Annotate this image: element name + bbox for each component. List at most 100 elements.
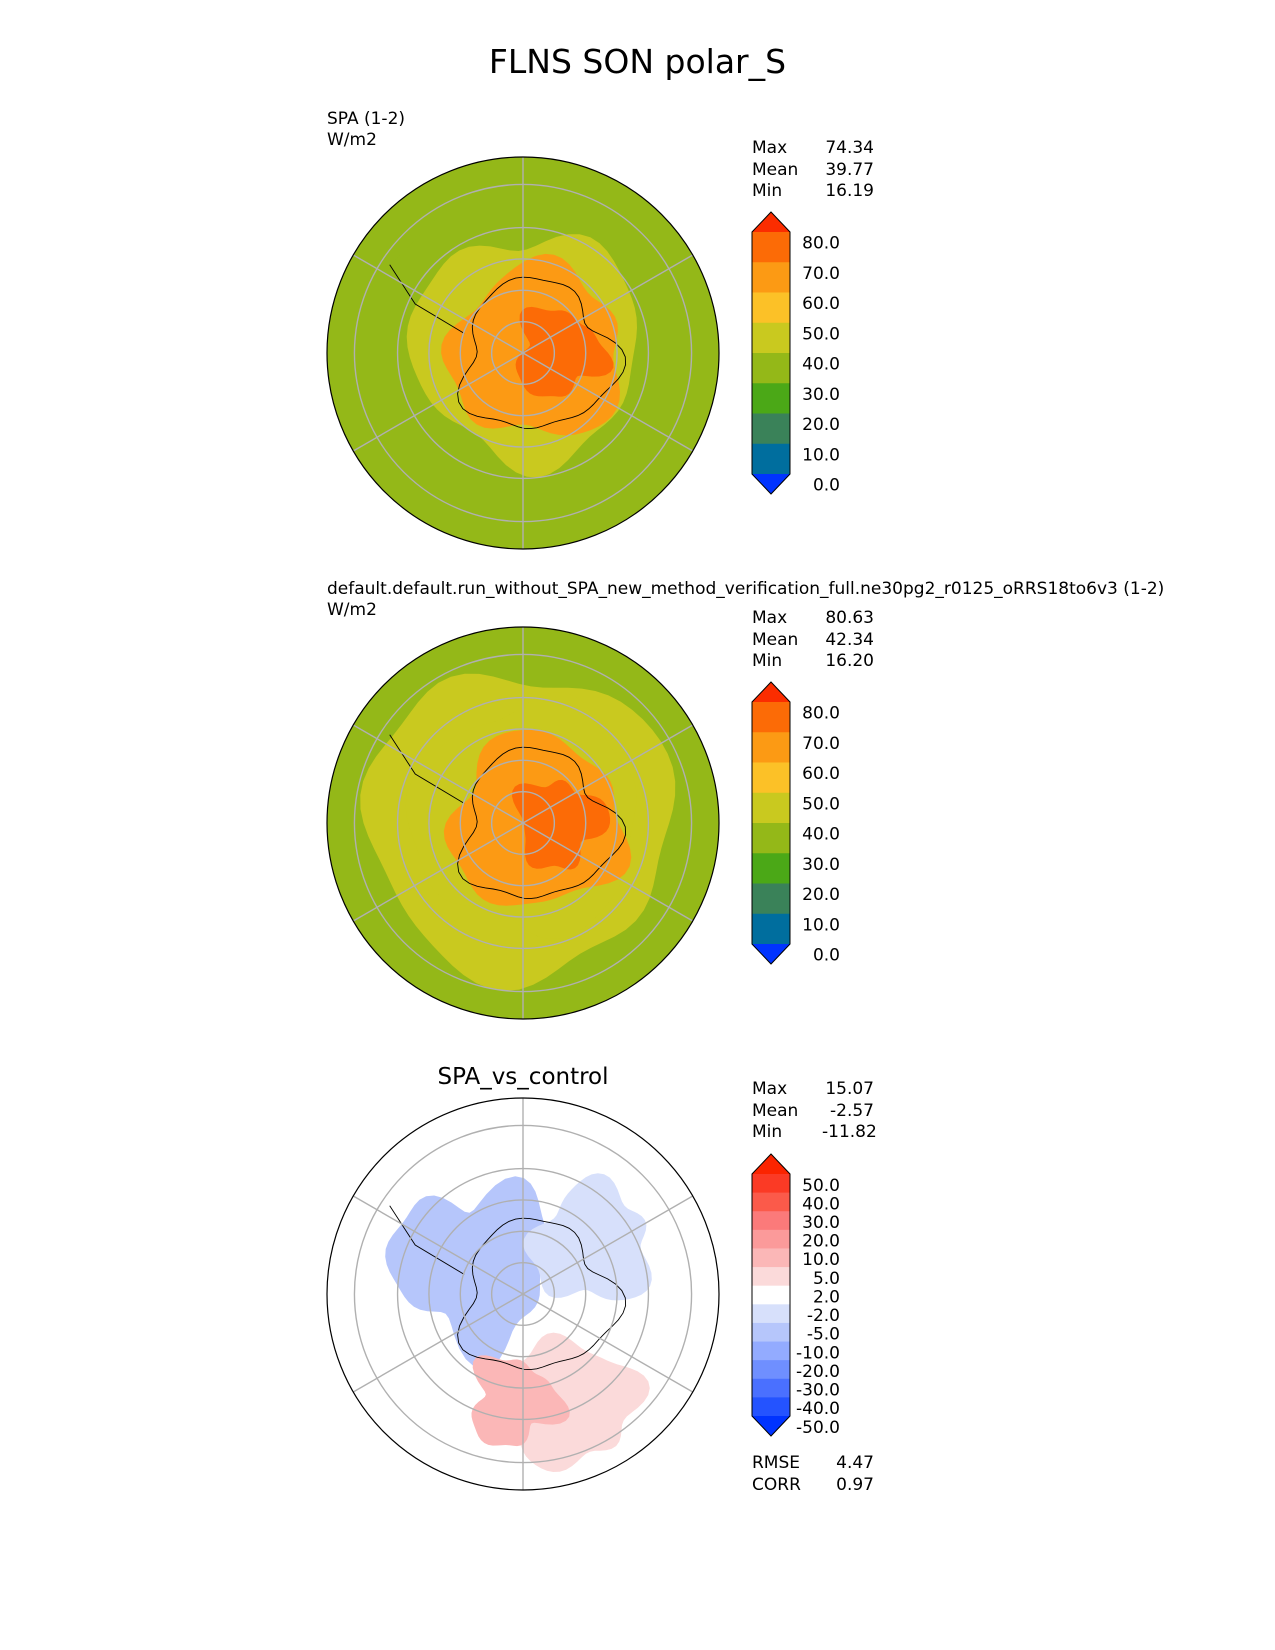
stat-value: -2.57 bbox=[830, 1100, 874, 1121]
colorbar-segment bbox=[752, 232, 790, 263]
colorbar-segment bbox=[752, 1341, 790, 1361]
colorbar-segment bbox=[752, 792, 790, 824]
meridian-line bbox=[352, 1195, 524, 1295]
meridian-line bbox=[352, 724, 524, 824]
colorbar-segment bbox=[752, 383, 790, 414]
colorbar-tick-label: 60.0 bbox=[802, 294, 840, 314]
colorbar-segment bbox=[752, 413, 790, 445]
colorbar-tick-label: 0.0 bbox=[813, 946, 840, 966]
map-boundary bbox=[326, 156, 720, 550]
meridian-line bbox=[522, 254, 694, 354]
map-boundary bbox=[326, 626, 720, 1020]
colorbar-segment bbox=[752, 1229, 790, 1249]
peninsula-coastline bbox=[389, 264, 465, 334]
colorbar-tick-label: 20.0 bbox=[802, 885, 840, 905]
colorbar-segment bbox=[752, 1322, 790, 1343]
panel3-title: SPA_vs_control bbox=[437, 1064, 609, 1090]
metric-key: CORR bbox=[752, 1474, 801, 1495]
panel1-stats: Max 74.34 Mean 39.77 Min 16.19 bbox=[752, 138, 874, 203]
stat-key: Max bbox=[752, 1079, 788, 1099]
colorbar-extend-min bbox=[752, 944, 790, 964]
graticule bbox=[352, 627, 694, 1019]
panel3-metrics: RMSE 4.47 CORR 0.97 bbox=[752, 1453, 874, 1496]
colorbar-tick-label: -5.0 bbox=[807, 1325, 840, 1345]
colorbar-tick-label: 2.0 bbox=[813, 1287, 840, 1307]
map-boundary bbox=[326, 1097, 720, 1491]
colorbar-tick-label: 20.0 bbox=[802, 1232, 840, 1252]
stat-value: 16.20 bbox=[825, 651, 874, 671]
meridian-line bbox=[352, 254, 524, 354]
colorbar-segment bbox=[752, 853, 790, 884]
colorbar-tick-label: -40.0 bbox=[796, 1399, 840, 1419]
field-layer bbox=[327, 157, 719, 549]
colorbar-outline bbox=[751, 211, 791, 495]
colorbar-tick-label: 50.0 bbox=[802, 324, 840, 344]
colorbar-segment bbox=[752, 1285, 790, 1305]
colorbar-segment bbox=[752, 292, 790, 324]
graticule bbox=[352, 157, 694, 549]
stat-value: 15.07 bbox=[825, 1079, 874, 1099]
colorbar-segment bbox=[752, 1174, 790, 1194]
colorbar-tick-label: 20.0 bbox=[802, 415, 840, 435]
colorbar-tick-label: 80.0 bbox=[802, 704, 840, 724]
meridian-line bbox=[522, 1195, 694, 1295]
colorbar-tick-label: -20.0 bbox=[796, 1362, 840, 1382]
metric-value: 0.97 bbox=[836, 1474, 874, 1495]
colorbar-tick-label: 50.0 bbox=[802, 794, 840, 814]
colorbar-tick-label: 40.0 bbox=[802, 1194, 840, 1214]
colorbar-extend-max bbox=[752, 1154, 790, 1174]
colorbar-segment bbox=[752, 702, 790, 733]
metric-key: RMSE bbox=[752, 1453, 801, 1473]
colorbar-tick-label: -50.0 bbox=[796, 1418, 840, 1438]
panel3-colorbar: 50.040.030.020.010.05.02.0-2.0-5.0-10.0-… bbox=[751, 1153, 840, 1438]
colorbar-segment bbox=[752, 823, 790, 854]
field-layer bbox=[327, 627, 719, 1019]
panel2-units: W/m2 bbox=[327, 600, 377, 620]
colorbar-extend-max bbox=[752, 212, 790, 232]
stat-key: Mean bbox=[752, 1100, 799, 1121]
field-zone-antarctic-maxima bbox=[515, 306, 614, 397]
stat-key: Min bbox=[752, 651, 783, 671]
colorbar-tick-label: -30.0 bbox=[796, 1381, 840, 1401]
panel2-colorbar: 80.0 70.0 60.0 50.0 40.0 30.0 20.0 10.0 0.0 bbox=[751, 681, 840, 966]
stat-value: 74.34 bbox=[825, 138, 874, 158]
colorbar-tick-label: 70.0 bbox=[802, 264, 840, 284]
meridian-line bbox=[522, 724, 694, 824]
field-zone-ross-sea-sector bbox=[471, 1355, 570, 1447]
peninsula-coastline bbox=[389, 1205, 465, 1275]
stat-key: Mean bbox=[752, 159, 799, 180]
colorbar-segment bbox=[752, 1304, 790, 1324]
stat-key: Min bbox=[752, 181, 783, 201]
colorbar-segment bbox=[752, 1360, 790, 1380]
stat-value: 39.77 bbox=[825, 159, 874, 180]
coastline bbox=[457, 276, 627, 430]
colorbar-tick-label: 30.0 bbox=[802, 385, 840, 405]
stat-key: Min bbox=[752, 1122, 783, 1142]
meridian-line bbox=[352, 352, 524, 452]
colorbar-extend-max bbox=[752, 682, 790, 702]
colorbar-segment bbox=[752, 913, 790, 945]
colorbar-segment bbox=[752, 732, 790, 763]
colorbar-tick-label: 40.0 bbox=[802, 825, 840, 845]
colorbar-segment bbox=[752, 1248, 790, 1268]
panel3-stats: Max 15.07 Mean -2.57 Min -11.82 bbox=[752, 1079, 877, 1144]
stat-value: 42.34 bbox=[825, 629, 874, 650]
colorbar-segment bbox=[752, 443, 790, 475]
colorbar-segment bbox=[752, 1267, 790, 1287]
stat-key: Max bbox=[752, 608, 788, 628]
graticule bbox=[352, 1098, 694, 1490]
colorbar-outline bbox=[751, 1153, 791, 1437]
stat-value: 16.19 bbox=[825, 181, 874, 201]
colorbar-tick-label: 80.0 bbox=[802, 234, 840, 254]
colorbar-tick-label: -10.0 bbox=[796, 1343, 840, 1363]
stat-key: Max bbox=[752, 138, 788, 158]
stat-key: Mean bbox=[752, 629, 799, 650]
colorbar-extend-min bbox=[752, 1416, 790, 1436]
colorbar-tick-label: 5.0 bbox=[813, 1269, 840, 1289]
colorbar-segment bbox=[752, 353, 790, 384]
meridian-line bbox=[352, 1293, 524, 1393]
meridian-line bbox=[352, 822, 524, 922]
field-layer bbox=[327, 1098, 719, 1490]
colorbar-tick-label: 0.0 bbox=[813, 476, 840, 496]
colorbar-tick-label: 40.0 bbox=[802, 355, 840, 375]
